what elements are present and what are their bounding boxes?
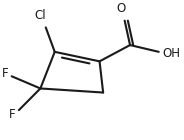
- Text: O: O: [116, 2, 126, 15]
- Text: F: F: [1, 67, 8, 80]
- Text: F: F: [9, 108, 15, 121]
- Text: OH: OH: [162, 47, 180, 60]
- Text: Cl: Cl: [35, 9, 46, 22]
